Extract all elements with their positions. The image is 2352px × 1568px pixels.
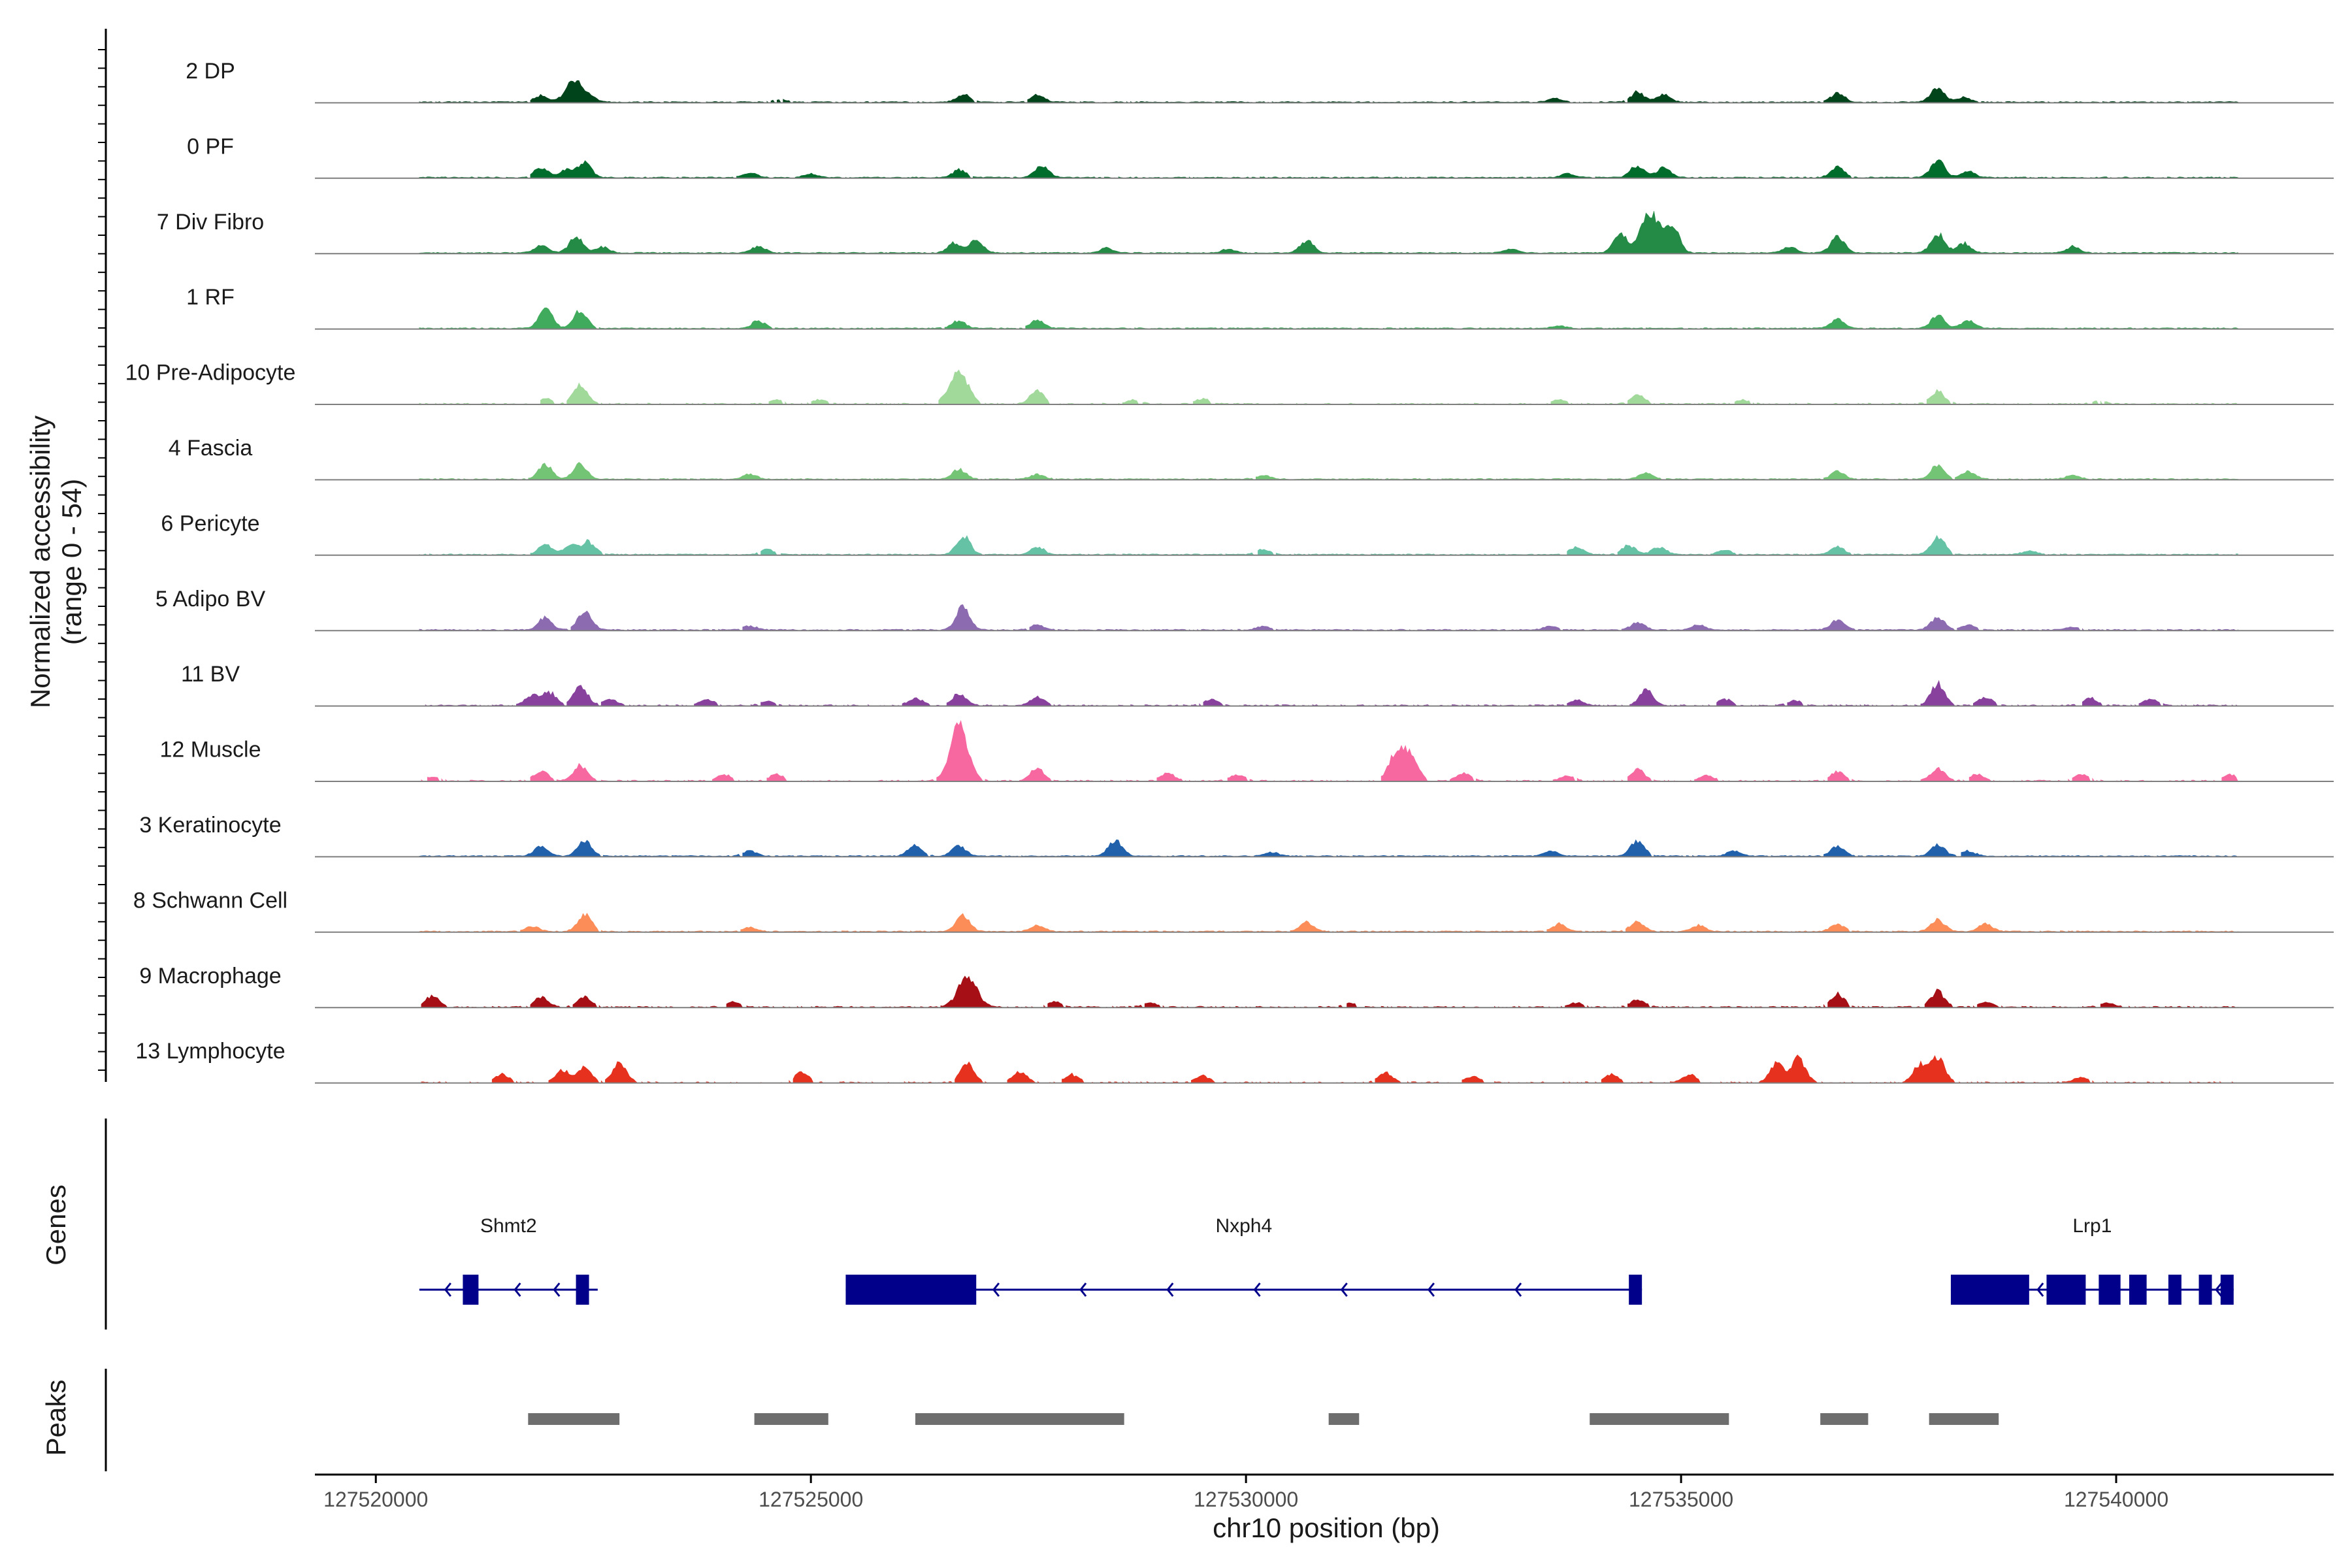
gene-exon bbox=[2099, 1275, 2121, 1305]
coverage-tracks: 2 DP 0 PF 7 Div Fibro 1 RF 10 Pre-Adipocyte 4… bbox=[98, 29, 2334, 1084]
gene-exon bbox=[463, 1275, 479, 1305]
track-7-div-fibro: 7 Div Fibro bbox=[157, 210, 2334, 255]
strand-arrow bbox=[1514, 1282, 1522, 1297]
coverage-area bbox=[419, 211, 2238, 254]
gene-exon bbox=[1950, 1275, 2029, 1305]
track-6-pericyte: 6 Pericyte bbox=[161, 511, 2334, 556]
peak-region bbox=[1328, 1413, 1360, 1425]
y-axis-title-line2: (range 0 - 54) bbox=[56, 479, 87, 645]
peak-region bbox=[754, 1413, 828, 1425]
x-axis-title: chr10 position (bp) bbox=[1213, 1512, 1440, 1543]
coverage-area bbox=[419, 839, 2238, 857]
genes-panel-label: Genes bbox=[41, 1184, 71, 1266]
track-11-bv: 11 BV bbox=[181, 662, 2334, 707]
strand-arrow bbox=[1340, 1282, 1348, 1297]
track-label: 3 Keratinocyte bbox=[139, 813, 281, 838]
gene-label: Nxph4 bbox=[1215, 1215, 1272, 1237]
x-axis: chr10 position (bp) 127520000 127525000 12… bbox=[315, 1473, 2334, 1543]
track-4-fascia: 4 Fascia bbox=[169, 436, 2334, 481]
gene-exon bbox=[845, 1275, 977, 1305]
coverage-area bbox=[421, 975, 2238, 1008]
gene-exon bbox=[2220, 1275, 2234, 1305]
x-tick-label: 127535000 bbox=[1629, 1488, 1733, 1511]
track-label: 5 Adipo BV bbox=[155, 587, 266, 612]
track-8-schwann-cell: 8 Schwann Cell bbox=[133, 888, 2334, 933]
coverage-area bbox=[419, 604, 2238, 631]
strand-arrow bbox=[2215, 1282, 2223, 1297]
gene-exon bbox=[2046, 1275, 2086, 1305]
track-12-muscle: 12 Muscle bbox=[160, 720, 2334, 782]
gene-nxph4: Nxph4 bbox=[845, 1215, 1642, 1305]
peaks-panel: Peaks bbox=[41, 1369, 1999, 1471]
track-label: 9 Macrophage bbox=[139, 964, 281, 988]
y-axis bbox=[98, 29, 107, 1082]
y-axis-title: Normalized accessibility (range 0 - 54) bbox=[25, 416, 87, 708]
x-tick-label: 127530000 bbox=[1194, 1488, 1298, 1511]
track-label: 4 Fascia bbox=[169, 436, 253, 461]
peak-region bbox=[915, 1413, 1124, 1425]
track-label: 11 BV bbox=[181, 662, 240, 687]
gene-shmt2: Shmt2 bbox=[419, 1215, 598, 1305]
peak-region bbox=[1820, 1413, 1869, 1425]
track-0-pf: 0 PF bbox=[187, 134, 2334, 179]
gene-exon bbox=[1629, 1275, 1642, 1305]
track-label: 8 Schwann Cell bbox=[133, 888, 287, 913]
coverage-area bbox=[421, 1054, 2235, 1083]
peak-region bbox=[1590, 1413, 1729, 1425]
track-label: 12 Muscle bbox=[160, 738, 261, 762]
track-1-rf: 1 RF bbox=[186, 285, 2334, 330]
strand-arrow bbox=[1079, 1282, 1087, 1297]
gene-exon bbox=[576, 1275, 589, 1305]
track-9-macrophage: 9 Macrophage bbox=[139, 964, 2334, 1009]
x-tick-label: 127520000 bbox=[323, 1488, 428, 1511]
gene-lrp1: Lrp1 bbox=[1950, 1215, 2234, 1305]
track-label: 6 Pericyte bbox=[161, 511, 259, 536]
track-label: 10 Pre-Adipocyte bbox=[125, 361, 296, 385]
track-label: 7 Div Fibro bbox=[157, 210, 264, 235]
track-label: 2 DP bbox=[186, 59, 235, 84]
coverage-area bbox=[419, 369, 2239, 405]
track-label: 13 Lymphocyte bbox=[135, 1039, 285, 1064]
track-2-dp: 2 DP bbox=[186, 59, 2334, 104]
gene-label: Lrp1 bbox=[2072, 1215, 2112, 1237]
strand-arrow bbox=[553, 1282, 561, 1297]
y-axis-title-line1: Normalized accessibility bbox=[25, 416, 56, 708]
coverage-area bbox=[419, 307, 2238, 329]
coverage-area bbox=[419, 913, 2238, 933]
peaks-panel-label: Peaks bbox=[41, 1380, 71, 1456]
coverage-area bbox=[419, 534, 2238, 556]
strand-arrow bbox=[2036, 1282, 2044, 1297]
strand-arrow bbox=[514, 1282, 521, 1297]
gene-exon bbox=[2129, 1275, 2147, 1305]
x-tick-label: 127525000 bbox=[759, 1488, 863, 1511]
peak-region bbox=[1929, 1413, 1999, 1425]
coverage-area bbox=[419, 159, 2238, 179]
gene-exon bbox=[2168, 1275, 2181, 1305]
track-10-pre-adipocyte: 10 Pre-Adipocyte bbox=[125, 361, 2334, 405]
strand-arrow bbox=[1166, 1282, 1174, 1297]
genes-panel: Genes Shmt2 Nxph4 Lrp1 bbox=[41, 1119, 2234, 1330]
track-3-keratinocyte: 3 Keratinocyte bbox=[139, 813, 2334, 858]
strand-arrow bbox=[992, 1282, 1000, 1297]
strand-arrow bbox=[1253, 1282, 1261, 1297]
strand-arrow bbox=[1427, 1282, 1435, 1297]
track-5-adipo-bv: 5 Adipo BV bbox=[155, 587, 2334, 632]
track-13-lymphocyte: 13 Lymphocyte bbox=[135, 1039, 2334, 1084]
coverage-area bbox=[421, 720, 2238, 782]
gene-exon bbox=[2198, 1275, 2212, 1305]
coverage-area bbox=[419, 462, 2238, 480]
track-label: 0 PF bbox=[187, 134, 234, 159]
strand-arrow bbox=[444, 1282, 451, 1297]
track-label: 1 RF bbox=[186, 285, 235, 310]
coverage-area bbox=[425, 679, 2238, 706]
coverage-area bbox=[419, 80, 2238, 103]
gene-label: Shmt2 bbox=[480, 1215, 537, 1237]
x-tick-label: 127540000 bbox=[2064, 1488, 2168, 1511]
peak-region bbox=[528, 1413, 620, 1425]
